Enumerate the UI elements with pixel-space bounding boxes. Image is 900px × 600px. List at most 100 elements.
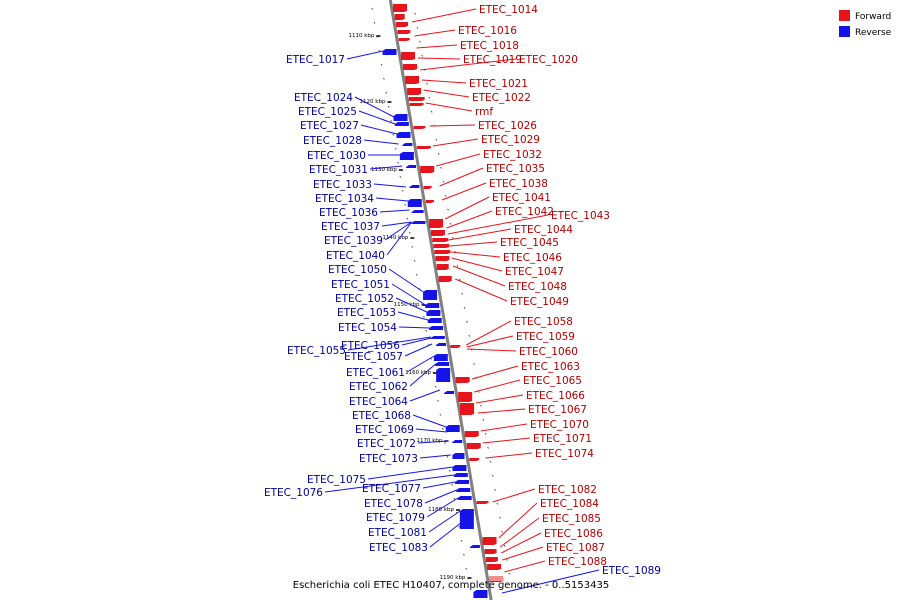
axis-line bbox=[388, 0, 493, 600]
minor-tick bbox=[494, 488, 497, 491]
forward-gene-block bbox=[460, 403, 475, 415]
kbp-tick-label: 1150 kbp bbox=[394, 302, 420, 308]
reverse-leader-line bbox=[391, 283, 426, 306]
minor-tick bbox=[482, 418, 485, 421]
reverse-gene-block bbox=[473, 590, 488, 598]
reverse-gene-label: ETEC_1061 bbox=[346, 367, 405, 379]
forward-gene-block bbox=[455, 377, 470, 383]
minor-tick bbox=[498, 516, 501, 519]
reverse-gene-block bbox=[382, 49, 397, 55]
minor-tick bbox=[414, 12, 417, 15]
reverse-gene-label: ETEC_1031 bbox=[309, 164, 368, 176]
gene-labels: ETEC_1014ETEC_1016ETEC_1018ETEC_1019ETEC… bbox=[264, 4, 661, 577]
reverse-leader-line bbox=[426, 497, 459, 518]
forward-gene-block bbox=[469, 458, 480, 461]
reverse-gene-label: ETEC_1054 bbox=[338, 322, 397, 334]
reverse-leader-line bbox=[379, 209, 410, 213]
reverse-leader-line bbox=[409, 363, 436, 387]
reverse-gene-label: ETEC_1089 bbox=[602, 565, 661, 577]
forward-gene-block bbox=[409, 103, 424, 106]
reverse-gene-label: ETEC_1033 bbox=[313, 179, 372, 191]
forward-gene-label: ETEC_1014 bbox=[479, 4, 538, 16]
forward-leader-line bbox=[501, 532, 542, 554]
forward-leader-line bbox=[451, 257, 503, 272]
minor-tick bbox=[448, 469, 451, 472]
minor-tick bbox=[458, 278, 461, 281]
forward-leader-line bbox=[414, 29, 456, 37]
reverse-gene-block bbox=[409, 185, 420, 188]
forward-gene-label: ETEC_1044 bbox=[514, 224, 573, 236]
reverse-gene-block bbox=[454, 480, 469, 484]
forward-gene-block bbox=[397, 30, 411, 34]
minor-tick bbox=[462, 553, 465, 556]
minor-tick bbox=[439, 413, 442, 416]
reverse-leader-line bbox=[358, 110, 396, 125]
forward-leader-line bbox=[498, 502, 538, 539]
forward-gene-block bbox=[484, 549, 497, 554]
forward-gene-block bbox=[423, 186, 432, 189]
reverse-gene-label: ETEC_1050 bbox=[328, 264, 387, 276]
reverse-gene-block bbox=[407, 199, 422, 207]
reverse-gene-block bbox=[399, 152, 414, 160]
forward-gene-label: ETEC_1066 bbox=[526, 390, 585, 402]
minor-tick bbox=[453, 497, 456, 500]
forward-gene-label: ETEC_1074 bbox=[535, 448, 594, 460]
kbp-tick-label: 1170 kbp bbox=[417, 438, 443, 444]
reverse-gene-block bbox=[423, 290, 438, 300]
forward-gene-block bbox=[464, 431, 479, 437]
reverse-leader-line bbox=[429, 521, 463, 548]
legend-reverse-label: Reverse bbox=[855, 28, 892, 38]
forward-gene-block bbox=[430, 230, 445, 236]
forward-gene-label: ETEC_1049 bbox=[510, 296, 569, 308]
minor-tick bbox=[444, 441, 447, 444]
forward-leader-line bbox=[475, 394, 524, 404]
reverse-leader-line bbox=[360, 124, 397, 135]
forward-leader-line bbox=[411, 8, 477, 23]
forward-gene-label: ETEC_1029 bbox=[481, 134, 540, 146]
forward-gene-label: ETEC_1067 bbox=[528, 404, 587, 416]
forward-leader-line bbox=[450, 251, 501, 258]
forward-leader-line bbox=[466, 335, 514, 348]
minor-tick bbox=[435, 138, 438, 141]
minor-tick bbox=[440, 166, 442, 169]
reverse-gene-label: ETEC_1036 bbox=[319, 207, 378, 219]
minor-tick bbox=[413, 259, 416, 262]
reverse-gene-block bbox=[436, 368, 451, 382]
forward-gene-label: ETEC_1020 bbox=[519, 54, 578, 66]
forward-leader-line bbox=[429, 124, 476, 127]
minor-tick bbox=[466, 320, 468, 323]
kbp-tick-label: 1130 kbp bbox=[371, 167, 397, 173]
minor-tick bbox=[503, 544, 506, 547]
reverse-leader-line bbox=[369, 165, 403, 170]
gene-features bbox=[382, 4, 504, 598]
reverse-gene-label: ETEC_1062 bbox=[349, 381, 408, 393]
reverse-gene-label: ETEC_1027 bbox=[300, 120, 359, 132]
minor-tick bbox=[415, 273, 418, 276]
kbp-tick-label: 1190 kbp bbox=[440, 575, 466, 581]
reverse-gene-label: ETEC_1025 bbox=[298, 106, 357, 118]
reverse-gene-label: ETEC_1039 bbox=[324, 235, 383, 247]
forward-gene-block bbox=[432, 238, 449, 242]
minor-tick bbox=[437, 399, 439, 402]
legend-reverse-swatch bbox=[839, 26, 850, 37]
reverse-gene-label: ETEC_1053 bbox=[337, 307, 396, 319]
forward-leader-line bbox=[421, 79, 467, 84]
forward-leader-line bbox=[418, 57, 461, 60]
kbp-tick-label: 1160 kbp bbox=[405, 370, 431, 376]
forward-leader-line bbox=[471, 365, 519, 380]
forward-leader-line bbox=[492, 488, 536, 503]
reverse-gene-label: ETEC_1081 bbox=[368, 527, 427, 539]
minor-tick bbox=[489, 460, 492, 463]
reverse-gene-block bbox=[444, 391, 455, 394]
minor-tick bbox=[501, 530, 504, 533]
reverse-gene-label: ETEC_1024 bbox=[294, 92, 353, 104]
reverse-leader-line bbox=[373, 183, 406, 188]
reverse-gene-block bbox=[393, 114, 408, 121]
reverse-leader-line bbox=[417, 440, 449, 444]
reverse-leader-line bbox=[367, 466, 453, 480]
forward-leader-line bbox=[439, 167, 484, 187]
tick-marks: 1110 kbp 1120 kbp 1130 kbp 1140 kbp 1150 kbp… bbox=[348, 7, 511, 581]
reverse-gene-label: ETEC_1079 bbox=[366, 512, 425, 524]
minor-tick bbox=[408, 231, 411, 234]
minor-tick bbox=[496, 502, 499, 505]
